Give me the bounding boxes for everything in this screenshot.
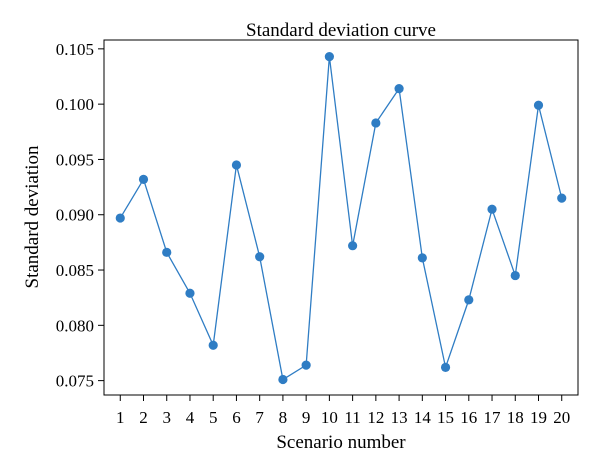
data-point: [301, 360, 311, 370]
data-point: [510, 270, 520, 281]
y-axis-title: Standard deviation: [22, 145, 43, 288]
x-tick-label: 12: [367, 408, 384, 427]
data-point: [440, 362, 451, 372]
x-tick-label: 10: [321, 408, 338, 427]
x-tick-label: 4: [186, 408, 195, 427]
y-tick-label: 0.100: [56, 95, 94, 114]
chart-title: Standard deviation curve: [246, 20, 436, 41]
x-tick-label: 11: [344, 408, 360, 427]
y-tick-label: 0.085: [56, 261, 94, 280]
data-point: [533, 100, 544, 110]
data-point: [231, 160, 242, 170]
data-point: [487, 204, 497, 214]
y-tick-label: 0.095: [56, 150, 94, 169]
x-tick-label: 7: [255, 408, 264, 427]
x-tick-label: 8: [279, 408, 288, 427]
plot-area-frame: [103, 39, 579, 396]
x-tick-label: 2: [139, 408, 148, 427]
x-tick-label: 6: [232, 408, 241, 427]
x-tick-label: 14: [414, 408, 432, 427]
x-tick-label: 3: [162, 408, 171, 427]
data-point: [348, 241, 358, 251]
data-point: [557, 193, 567, 203]
data-point: [278, 374, 288, 385]
x-axis-title: Scenario number: [276, 432, 406, 453]
y-tick-label: 0.075: [56, 372, 94, 391]
series-line: [119, 56, 563, 381]
x-tick-label: 1: [116, 408, 125, 427]
x-tick-label: 17: [484, 408, 502, 427]
x-tick-label: 15: [437, 408, 454, 427]
y-axis: 0.075 0.080 0.085 0.090 0.095 0.100 0.105: [56, 40, 104, 391]
y-tick-label: 0.080: [56, 316, 94, 335]
data-point: [138, 174, 149, 184]
data-point: [208, 340, 218, 350]
data-point: [162, 247, 172, 257]
x-tick-label: 13: [391, 408, 408, 427]
x-axis: 1 2 3 4 5 6 7 8 9 10 11 12 13 14 15 16 17 18 19 20: [116, 395, 570, 427]
x-tick-label: 19: [530, 408, 547, 427]
data-point: [371, 118, 381, 128]
y-tick-label: 0.105: [56, 40, 94, 59]
y-tick-label: 0.090: [56, 206, 94, 225]
data-point: [115, 213, 125, 223]
x-tick-label: 20: [553, 408, 570, 427]
data-point: [185, 288, 195, 298]
data-point: [464, 295, 474, 305]
data-point: [394, 84, 404, 94]
data-point: [324, 51, 334, 62]
data-point: [417, 253, 427, 263]
data-point: [255, 252, 265, 262]
x-tick-label: 9: [302, 408, 311, 427]
x-tick-label: 16: [460, 408, 477, 427]
series-layer: [115, 51, 567, 385]
x-tick-label: 18: [507, 408, 524, 427]
x-tick-label: 5: [209, 408, 218, 427]
